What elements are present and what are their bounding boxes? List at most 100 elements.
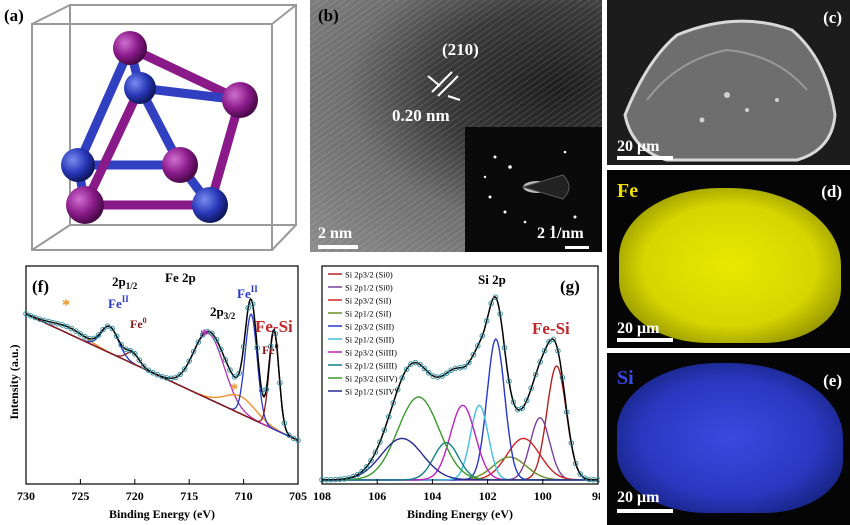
g-data-point [537, 359, 543, 365]
f-data-point [82, 333, 88, 340]
f-data-point [64, 323, 70, 330]
g-data-point [475, 343, 481, 349]
g-legend-label: Si 2p3/2 (SiIII) [345, 348, 397, 358]
g-legend-label: Si 2p3/2 (SiI) [345, 296, 391, 306]
f-feII-1: FeII [108, 294, 129, 311]
hrtem-scale-bar [318, 245, 358, 249]
f-data-point [118, 342, 124, 348]
plot-frame-f [25, 265, 299, 485]
g-data-point [470, 351, 477, 358]
g-data-point [532, 371, 539, 378]
g-legend-label: Si 2p1/2 (SiI) [345, 309, 391, 319]
fe-scale-label: 20 μm [617, 320, 660, 337]
plot-frame-g [321, 265, 599, 485]
f-tick-label: 720 [126, 489, 144, 503]
f-data-point [68, 325, 75, 332]
f-data-point [209, 330, 215, 336]
panel-b-label: (b) [318, 6, 339, 25]
g-data-point [528, 385, 534, 392]
g-tick-label: 100 [534, 489, 552, 503]
g-data-point [359, 468, 365, 475]
g-data-point [412, 359, 419, 366]
g-data-point [426, 370, 432, 376]
g-legend-label: Si 2p3/2 (SiII) [345, 322, 394, 332]
g-data-point [497, 311, 503, 317]
g-data-point [377, 439, 383, 445]
f-data-point [249, 301, 256, 307]
g-legend-label: Si 2p1/2 (Si0) [345, 283, 393, 293]
f-2p12: 2p1/2 [112, 274, 138, 291]
g-data-point [350, 473, 356, 480]
g-data-point [479, 332, 486, 339]
f-ylabel: Intensity (a.u.) [7, 344, 21, 419]
f-data-point [113, 333, 120, 340]
si-scale-bar [617, 509, 673, 513]
f-data-point [222, 357, 229, 363]
f-star-3: * [230, 381, 238, 398]
f-data-point [272, 330, 279, 337]
f-star-1: * [62, 297, 70, 314]
f-data-point [254, 345, 260, 351]
g-data-point [461, 364, 468, 370]
g-panel-label: (g) [560, 277, 580, 296]
f-data-point [172, 374, 179, 381]
si-scale-label: 20 μm [617, 489, 660, 506]
panel-b: (b) (210) 0.20 nm 2 nm 2 1/nm [310, 0, 602, 252]
f-data-point [263, 386, 270, 393]
f-data-point [277, 380, 283, 386]
g-data-point [568, 440, 575, 446]
f-data-point [23, 311, 29, 317]
g-data-point [466, 359, 472, 366]
fe-scale-bar [617, 338, 673, 342]
g-data-point [368, 457, 374, 464]
f-data-point [145, 367, 152, 373]
f-data-point [141, 363, 147, 370]
f-data-point [136, 357, 143, 363]
g-legend-label: Si 2p1/2 (SiIV) [345, 387, 398, 397]
f-fe0-2: Fe0 [262, 342, 279, 357]
panel-d: Fe (d) 20 μm [607, 170, 850, 348]
g-data-point [546, 339, 552, 345]
g-title: Si 2p [478, 272, 506, 287]
g-data-point [488, 300, 494, 307]
g-data-point [443, 370, 450, 376]
f-data-point [177, 371, 183, 378]
g-legend-label: Si 2p1/2 (SiII) [345, 335, 394, 345]
g-data-point [421, 365, 428, 372]
g-tick-label: 106 [368, 489, 386, 503]
g-data-point [572, 460, 579, 467]
g-data-point [519, 405, 526, 411]
g-data-point [403, 366, 410, 372]
fe-map-blob [619, 188, 841, 343]
f-data-point [73, 328, 79, 334]
hrtem-scale-label: 2 nm [318, 225, 353, 242]
f-data-point [295, 437, 301, 444]
f-data-point [218, 346, 224, 352]
g-legend-label: Si 2p3/2 (SiIV) [345, 374, 398, 384]
f-data-point [231, 374, 238, 380]
g-data-point [394, 386, 401, 393]
g-data-point [577, 471, 583, 477]
sem-scale-bar [617, 156, 673, 160]
f-xlabel: Binding Energy (eV) [109, 507, 215, 521]
g-data-point [559, 374, 566, 381]
g-data-point [492, 294, 499, 300]
f-data-point [213, 336, 220, 343]
g-tick-label: 104 [423, 489, 441, 503]
crystal-structure [31, 4, 297, 251]
f-title: Fe 2p [165, 270, 196, 285]
g-xlabel: Binding Energy (eV) [407, 507, 513, 521]
g-data-point [417, 361, 423, 368]
f-data-point [200, 332, 206, 338]
g-data-point [372, 449, 379, 456]
f-data-point [268, 343, 274, 350]
f-data-point [186, 358, 192, 364]
g-data-point [550, 336, 557, 343]
saed-scale-label: 2 1/nm [537, 225, 584, 242]
f-data-point [104, 323, 111, 329]
panel-e-label: (e) [823, 371, 842, 390]
g-data-point [555, 348, 561, 354]
f-data-point [286, 432, 292, 438]
f-data-point [127, 347, 134, 354]
g-data-point [483, 318, 490, 324]
